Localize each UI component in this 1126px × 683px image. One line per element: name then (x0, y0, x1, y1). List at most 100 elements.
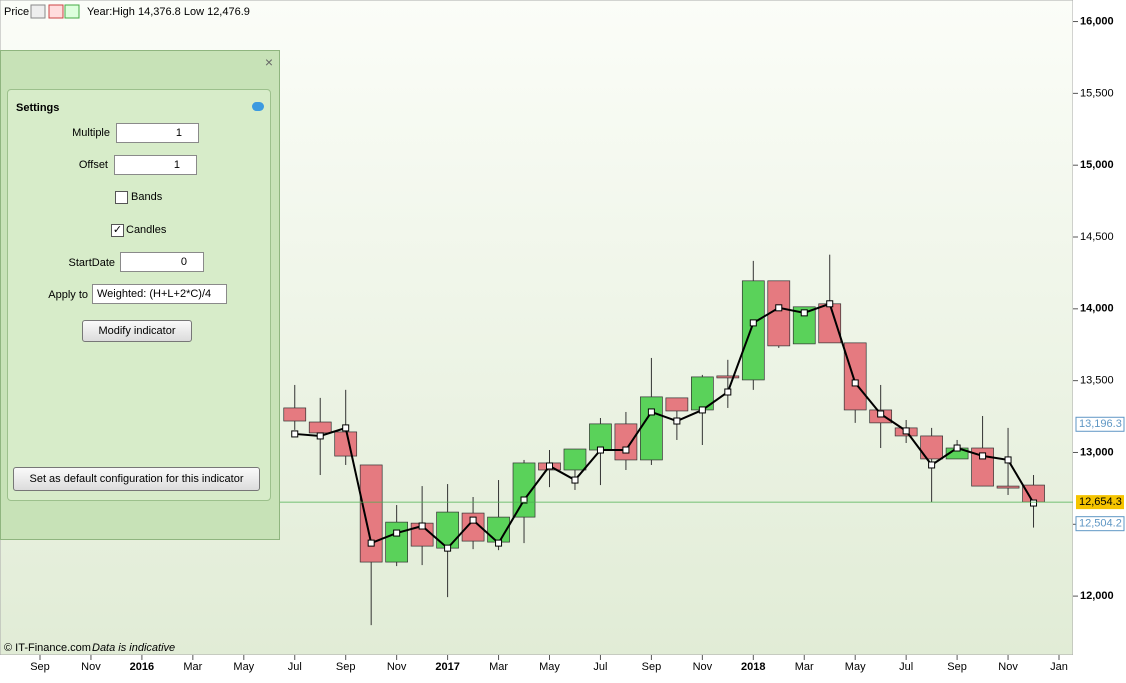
indicator-point (1004, 456, 1012, 464)
modify-button[interactable]: Modify indicator (82, 320, 192, 342)
candle-body (996, 485, 1020, 489)
x-tick-label: Jul (593, 661, 607, 673)
candle-body (792, 306, 816, 345)
candle-body (589, 423, 612, 451)
marker-label: 13,196.3 (1079, 418, 1122, 430)
candle-body (640, 396, 663, 461)
bands-label: Bands (131, 191, 163, 203)
indicator-point (596, 446, 604, 454)
price-label[interactable]: Price (4, 6, 29, 18)
candle-body (283, 407, 307, 422)
y-tick-label: 14,500 (1080, 231, 1114, 243)
indicator-point (673, 417, 681, 425)
up-icon[interactable] (64, 4, 80, 19)
indicator-line (294, 302, 1035, 550)
x-tick-label: Mar (795, 661, 814, 673)
header-info: Year:High 14,376.8 Low 12,476.9 (87, 6, 250, 18)
indicator-point (953, 444, 961, 452)
candles-checkbox[interactable]: ✓ (111, 224, 124, 237)
indicator-point (469, 516, 477, 524)
last-price-label: 12,654.3 (1079, 496, 1122, 508)
indicator-point (418, 522, 426, 530)
copyright: © IT-Finance.com (4, 642, 91, 654)
indicator-point (520, 496, 528, 504)
y-tick-label: 14,000 (1080, 303, 1114, 315)
x-tick-label: Sep (947, 661, 967, 673)
apply-label: Apply to (48, 289, 88, 301)
candle-body (614, 423, 638, 461)
x-axis-area (0, 655, 1073, 683)
marker-label: 12,504.2 (1079, 518, 1122, 530)
default-button[interactable]: Set as default configuration for this in… (13, 467, 260, 491)
indicator-point (647, 408, 655, 416)
candle-body (385, 521, 408, 563)
disclaimer: Data is indicative (92, 642, 175, 654)
candle-body (665, 397, 689, 412)
add-icon[interactable] (48, 4, 64, 19)
indicator-point (393, 529, 401, 537)
tool-icon[interactable] (30, 4, 46, 19)
indicator-point (1030, 499, 1038, 507)
x-tick-label: Nov (998, 661, 1018, 673)
indicator-point (316, 432, 324, 440)
x-tick-label: Jul (288, 661, 302, 673)
x-tick-label: Sep (336, 661, 356, 673)
marker-box (1075, 516, 1125, 532)
indicator-point (291, 430, 299, 438)
y-tick-label: 15,000 (1080, 159, 1114, 171)
candle-body (843, 342, 867, 411)
candle-body (563, 448, 587, 471)
x-tick-label: 2017 (435, 661, 459, 673)
startdate-input[interactable]: 0 (120, 252, 204, 272)
x-tick-label: Mar (489, 661, 508, 673)
indicator-point (851, 379, 859, 387)
bands-checkbox[interactable] (115, 191, 128, 204)
close-button[interactable]: × (264, 54, 273, 70)
indicator-point (622, 446, 630, 454)
indicator-point (444, 544, 452, 552)
candle-body (334, 431, 358, 457)
indicator-point (826, 300, 834, 308)
offset-label: Offset (78, 159, 108, 171)
indicator-point (342, 424, 350, 432)
y-tick-label: 13,500 (1080, 375, 1114, 387)
candle-body (359, 464, 383, 563)
indicator-point (367, 539, 375, 547)
x-tick-label: Mar (183, 661, 202, 673)
candle-body (741, 280, 765, 381)
y-tick-label: 13,000 (1080, 446, 1114, 458)
indicator-point (775, 304, 783, 312)
x-tick-label: Sep (642, 661, 662, 673)
x-tick-label: Nov (693, 661, 713, 673)
x-tick-label: Nov (387, 661, 407, 673)
indicator-point (546, 462, 553, 470)
x-tick-label: Jan (1050, 661, 1068, 673)
indicator-point (928, 461, 936, 469)
candle-body (512, 462, 536, 518)
indicator-point (979, 452, 987, 460)
x-tick-label: 2018 (741, 661, 765, 673)
multiple-input[interactable]: 1 (116, 123, 199, 143)
x-tick-label: Nov (81, 661, 101, 673)
x-tick-label: May (845, 661, 866, 673)
candle-body (716, 375, 740, 379)
last-price-box (1076, 495, 1124, 510)
x-tick-label: May (233, 661, 254, 673)
indicator-point (877, 410, 885, 418)
indicator-point (571, 476, 579, 484)
marker-box (1075, 416, 1125, 432)
candle-body (920, 435, 943, 460)
settings-box: Settings Multiple 1 Offset 1 Bands ✓ Can… (7, 89, 271, 501)
candle-body (818, 303, 842, 344)
indicator-point (495, 539, 503, 547)
y-tick-label: 16,000 (1080, 15, 1114, 27)
settings-title: Settings (16, 102, 60, 114)
startdate-label: StartDate (68, 257, 115, 269)
apply-select[interactable]: Weighted: (H+L+2*C)/4 (92, 284, 227, 304)
y-tick-label: 15,500 (1080, 87, 1114, 99)
x-tick-label: 2016 (130, 661, 154, 673)
offset-input[interactable]: 1 (114, 155, 197, 175)
help-icon[interactable] (252, 102, 264, 111)
candle-body (461, 512, 485, 542)
